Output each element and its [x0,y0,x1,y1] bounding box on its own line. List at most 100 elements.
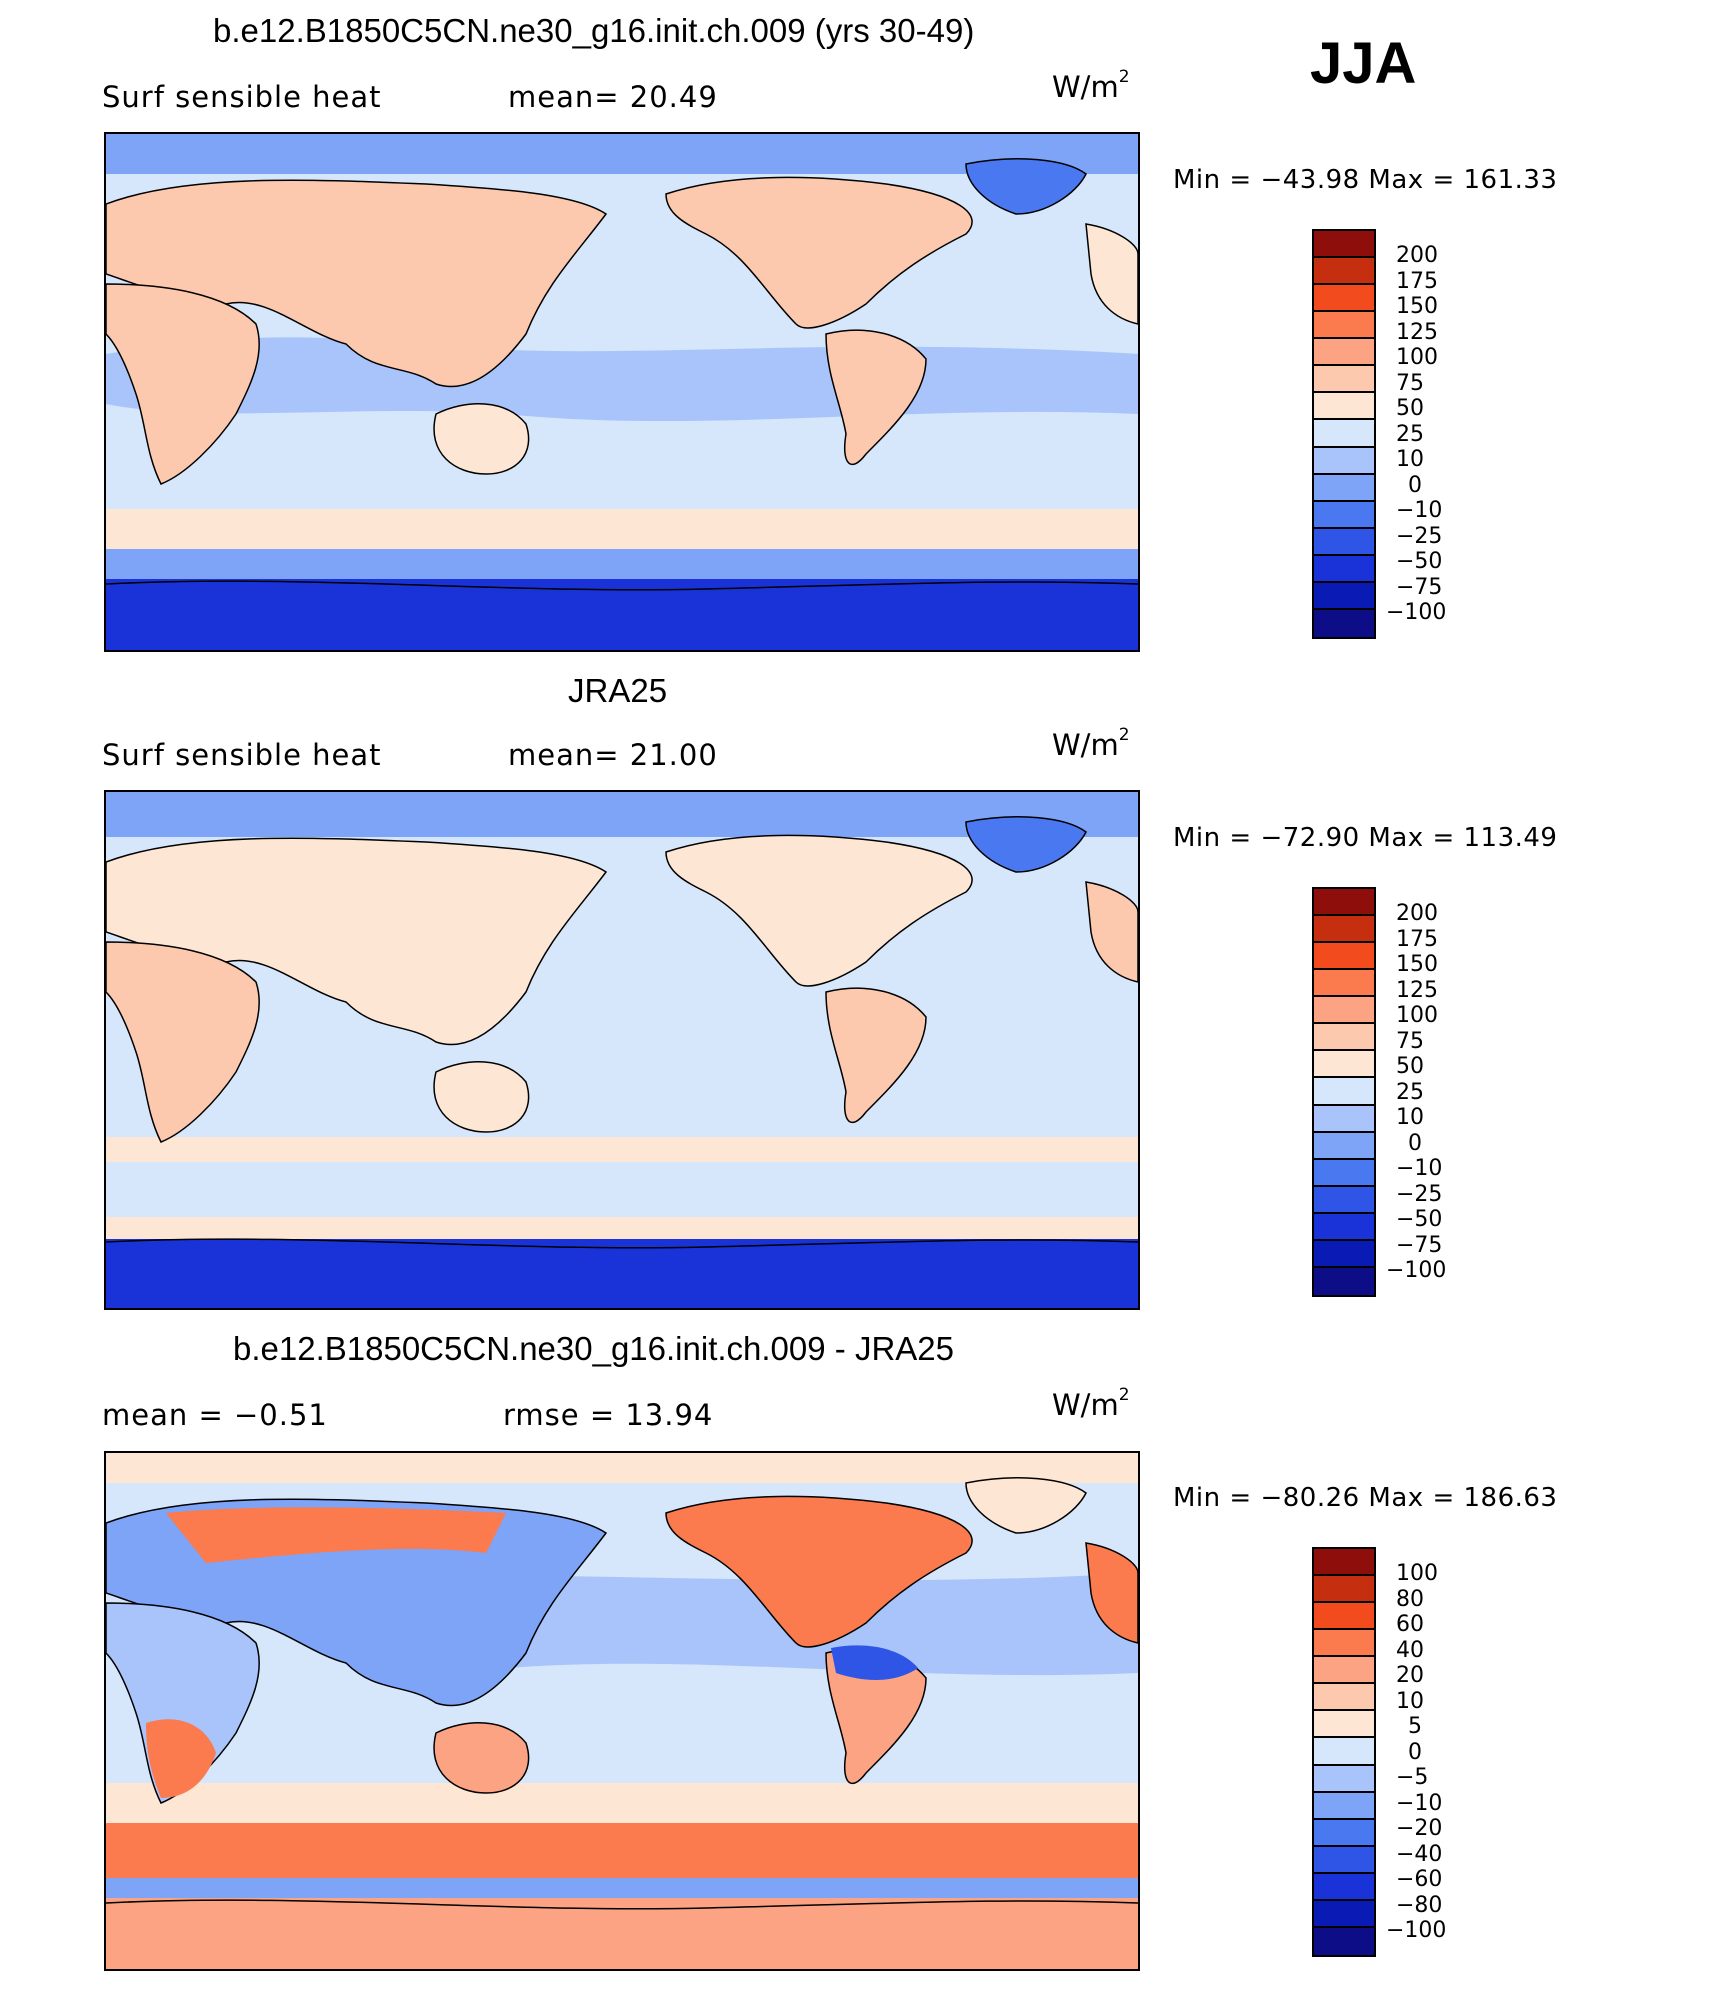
colorbar-swatch [1314,582,1374,610]
panel-title: JRA25 [568,672,668,709]
arctic-band [106,792,1138,837]
colorbar-swatch [1314,1603,1374,1631]
eurasia [106,837,608,1046]
colorbar-swatch [1314,231,1374,259]
map-model-svg [106,134,1138,650]
colorbar-swatch [1314,1900,1374,1928]
antarctica [106,1898,1138,1969]
greenland [965,816,1087,873]
colorbar-label: 80 [1396,1586,1424,1612]
panel-title: b.e12.B1850C5CN.ne30_g16.init.ch.009 (yr… [213,12,975,49]
colorbar-label: −5 [1396,1765,1429,1790]
variable-label: Surf sensible heat [102,80,382,114]
greenland [965,158,1087,215]
unit-label: W/m2 [1052,725,1130,762]
colorbar-swatch [1314,997,1374,1025]
colorbar-swatch [1314,1927,1374,1955]
colorbar-swatch [1314,889,1374,917]
colorbar-labels: 100 80 60 40 20 10 5 0 −5 −10 −20 −40 −6… [1386,1561,1516,1943]
colorbar-swatch [1314,474,1374,502]
colorbar-swatch [1314,1738,1374,1766]
colorbar-label: −100 [1386,600,1447,625]
colorbar-label: 150 [1396,952,1438,977]
colorbar-label: −75 [1396,574,1443,600]
colorbar-swatch [1314,609,1374,637]
colorbar-swatch [1314,916,1374,944]
southern-band-2 [106,1823,1138,1878]
southern-ocean-band-3 [106,1217,1138,1239]
colorbar-swatch [1314,1024,1374,1052]
colorbar-label: 60 [1396,1612,1424,1637]
panel-title: b.e12.B1850C5CN.ne30_g16.init.ch.009 - J… [233,1330,954,1367]
colorbar-swatch [1314,555,1374,583]
australia [433,1722,530,1794]
colorbar-label: 5 [1408,1714,1422,1739]
arctic-band [106,1453,1138,1483]
colorbar-label: 200 [1396,243,1438,268]
colorbar-label: 75 [1396,370,1424,396]
colorbar-label: 200 [1396,901,1438,926]
colorbar-swatch [1314,1765,1374,1793]
colorbar-swatch [1314,1186,1374,1214]
unit-label: W/m2 [1052,67,1130,104]
colorbar-swatch [1314,1213,1374,1241]
map-obs [104,790,1140,1310]
colorbar-swatch [1314,1132,1374,1160]
colorbar-swatch [1314,970,1374,998]
australia [433,1061,530,1133]
colorbar-label: 0 [1408,1739,1422,1765]
colorbar-swatch [1314,1051,1374,1079]
unit-label: W/m2 [1052,1385,1130,1422]
west-africa-edge [1085,223,1138,325]
map-diff-svg [106,1453,1138,1969]
colorbar-swatch [1314,501,1374,529]
africa [106,941,260,1143]
antarctic-coast [106,580,1138,591]
west-africa-edge [1085,1542,1138,1644]
colorbar-swatch [1314,1159,1374,1187]
colorbar-label: −20 [1396,1816,1443,1841]
colorbar-label: 10 [1396,447,1424,472]
africa [106,283,260,485]
south-america [825,329,927,466]
colorbar-swatch [1314,528,1374,556]
colorbar-label: −25 [1396,523,1443,549]
colorbar-swatch [1314,1078,1374,1106]
west-africa-edge [1085,881,1138,983]
colorbar-label: −40 [1396,1841,1443,1867]
colorbar-label: 175 [1396,926,1438,952]
minmax-label: Min = −72.90 Max = 113.49 [1173,823,1558,853]
colorbar-swatch [1314,312,1374,340]
colorbar-swatch [1314,1657,1374,1685]
southern-ocean-band-2 [106,1162,1138,1217]
colorbar-swatch [1314,1267,1374,1295]
colorbar-swatch [1314,1630,1374,1658]
colorbar-swatch [1314,447,1374,475]
colorbar-label: −10 [1396,1790,1443,1816]
colorbar-label: −25 [1396,1181,1443,1207]
north-america [665,834,973,987]
southern-ocean-band-2 [106,549,1138,579]
colorbar-label: −80 [1396,1892,1443,1918]
mean-label: mean= 20.49 [508,80,718,114]
colorbar [1312,229,1376,639]
colorbar-swatch [1314,1105,1374,1133]
colorbar-swatch [1314,1711,1374,1739]
north-america [665,1495,973,1648]
colorbar-swatch [1314,1549,1374,1577]
southern-ocean-band [106,509,1138,549]
colorbar-label: −10 [1396,498,1443,523]
colorbar-label: 125 [1396,319,1438,345]
map-diff [104,1451,1140,1971]
south-africa-warm [146,1719,216,1798]
colorbar-label: −50 [1396,1207,1443,1232]
colorbar-label: 0 [1408,1130,1422,1156]
minmax-label: Min = −43.98 Max = 161.33 [1173,165,1558,195]
colorbar-label: 75 [1396,1028,1424,1054]
colorbar-swatch [1314,366,1374,394]
mean-label: mean= 21.00 [508,738,718,772]
colorbar-swatch [1314,420,1374,448]
colorbar-swatch [1314,285,1374,313]
southern-band-1 [106,1783,1138,1823]
eurasia [106,179,608,388]
